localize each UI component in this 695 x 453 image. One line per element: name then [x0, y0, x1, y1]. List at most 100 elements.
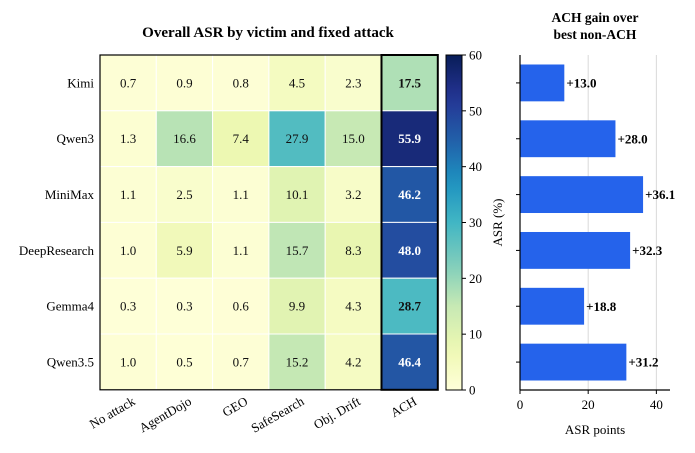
heatmap-cell: [381, 333, 439, 391]
ach-column-highlight: [380, 54, 439, 391]
heatmap-column-label: Obj. Drift: [311, 393, 363, 432]
heatmap-column-label: ACH: [388, 393, 419, 420]
heatmap-cell-value: 4.3: [345, 299, 361, 314]
gain-bar: [520, 64, 565, 102]
heatmap-cell: [324, 277, 383, 335]
heatmap-cell: [268, 166, 326, 223]
gain-bar-chart: ACH gain over best non-ACH +13.0 +28.0 +36…: [516, 10, 675, 437]
heatmap-row-label: Qwen3.5: [47, 354, 94, 369]
heatmap-cell-value: 0.5: [176, 354, 192, 369]
colorbar-label: ASR (%): [490, 198, 505, 246]
heatmap-row-label: Gemma4: [46, 299, 94, 314]
gain-bar-value-label: +28.0: [617, 131, 647, 146]
heatmap-title: Overall ASR by victim and fixed attack: [142, 25, 394, 41]
heatmap-row-label: DeepResearch: [19, 243, 95, 258]
heatmap-cell: [155, 110, 214, 168]
gain-bar-value-label: +36.1: [645, 187, 675, 202]
heatmap-cell-value: 1.0: [120, 243, 136, 258]
heatmap-cell-value: 0.7: [233, 354, 250, 369]
heatmap-cell-value: 0.8: [233, 75, 249, 90]
heatmap-cell-value: 1.3: [120, 131, 136, 146]
heatmap-cell: [99, 277, 157, 335]
heatmap-column-label: No attack: [87, 393, 138, 431]
heatmap-cell: [99, 54, 157, 112]
heatmap-cell-value: 5.9: [176, 243, 192, 258]
heatmap-cell-value: 3.2: [345, 187, 361, 202]
heatmap-cell-value: 0.6: [233, 299, 250, 314]
heatmap-cell-value: 1.1: [120, 187, 136, 202]
bar-title-line-1: ACH gain over: [552, 10, 639, 25]
heatmap-cell-value: 46.2: [398, 187, 421, 202]
heatmap-cell: [212, 221, 270, 279]
gain-bar: [520, 176, 644, 214]
heatmap-cell-value: 9.9: [289, 299, 305, 314]
gain-bar-value-label: +31.2: [628, 355, 658, 370]
heatmap-cell-value: 0.9: [176, 75, 192, 90]
heatmap-cell-value: 55.9: [398, 131, 421, 146]
heatmap-cell-value: 0.3: [120, 299, 136, 314]
colorbar-tick-label: 10: [469, 327, 482, 342]
bar-x-tick-label: 20: [582, 397, 595, 412]
heatmap-cell: [268, 221, 326, 279]
heatmap-cell: [155, 166, 214, 223]
colorbar-tick-label: 40: [469, 159, 482, 174]
heatmap-row-label: Qwen3: [56, 131, 94, 146]
heatmap-cell-value: 16.6: [173, 131, 196, 146]
heatmap-cell-value: 0.3: [176, 299, 192, 314]
asr-heatmap: Overall ASR by victim and fixed attack 0…: [19, 25, 439, 436]
heatmap-cell: [155, 54, 214, 112]
heatmap-cell-value: 2.3: [345, 75, 361, 90]
colorbar-tick-label: 50: [469, 103, 482, 118]
heatmap-cell: [99, 333, 157, 391]
colorbar-tick-label: 60: [469, 48, 482, 63]
heatmap-cell-value: 1.1: [233, 187, 249, 202]
gain-bar: [520, 120, 616, 158]
heatmap-cell: [324, 221, 383, 279]
heatmap-cell: [268, 277, 326, 335]
heatmap-column-label: SafeSearch: [248, 393, 307, 435]
heatmap-row-label: Kimi: [67, 75, 94, 90]
gain-bar: [520, 343, 627, 381]
heatmap-cell-value: 48.0: [398, 243, 421, 258]
gain-bar-value-label: +13.0: [566, 75, 596, 90]
heatmap-cell: [324, 166, 383, 223]
heatmap-cell-value: 1.1: [233, 243, 249, 258]
bar-title-line-2: best non-ACH: [554, 27, 637, 42]
heatmap-cell-value: 15.0: [342, 131, 365, 146]
heatmap-cell-value: 10.1: [286, 187, 309, 202]
heatmap-cell-value: 4.2: [345, 354, 361, 369]
gain-bar: [520, 231, 631, 269]
bar-x-axis-label: ASR points: [565, 422, 625, 437]
heatmap-cell-value: 27.9: [286, 131, 309, 146]
heatmap-column-label: GEO: [220, 393, 251, 419]
heatmap-cell-value: 4.5: [289, 75, 305, 90]
colorbar-tick-label: 20: [469, 271, 482, 286]
heatmap-column-label: AgentDojo: [136, 393, 194, 435]
heatmap-cell-value: 46.4: [398, 354, 421, 369]
heatmap-cell: [99, 221, 157, 279]
bar-x-tick-label: 40: [650, 397, 663, 412]
heatmap-cell: [155, 221, 214, 279]
colorbar-scale: [445, 54, 463, 391]
heatmap-cell-value: 1.0: [120, 354, 136, 369]
heatmap-row-label: MiniMax: [45, 187, 95, 202]
bar-x-tick-label: 0: [517, 397, 524, 412]
heatmap-cell-value: 15.7: [286, 243, 309, 258]
colorbar: 0 10 20 30 40 50 60 ASR (%): [445, 48, 505, 398]
gain-bar-value-label: +18.8: [586, 299, 617, 314]
heatmap-cell-value: 28.7: [398, 299, 421, 314]
heatmap-cell: [268, 110, 326, 168]
colorbar-tick-label: 30: [469, 215, 482, 230]
heatmap-cell: [212, 277, 270, 335]
heatmap-cell-value: 7.4: [233, 131, 250, 146]
gain-bar-value-label: +32.3: [632, 243, 663, 258]
heatmap-cell: [381, 110, 439, 168]
heatmap-cell-value: 15.2: [286, 354, 309, 369]
heatmap-cell-value: 2.5: [176, 187, 192, 202]
heatmap-cell-value: 8.3: [345, 243, 361, 258]
colorbar-tick-label: 0: [469, 383, 476, 398]
gain-bar: [520, 287, 585, 325]
heatmap-cell-value: 0.7: [120, 75, 137, 90]
heatmap-cell-value: 17.5: [398, 75, 421, 90]
